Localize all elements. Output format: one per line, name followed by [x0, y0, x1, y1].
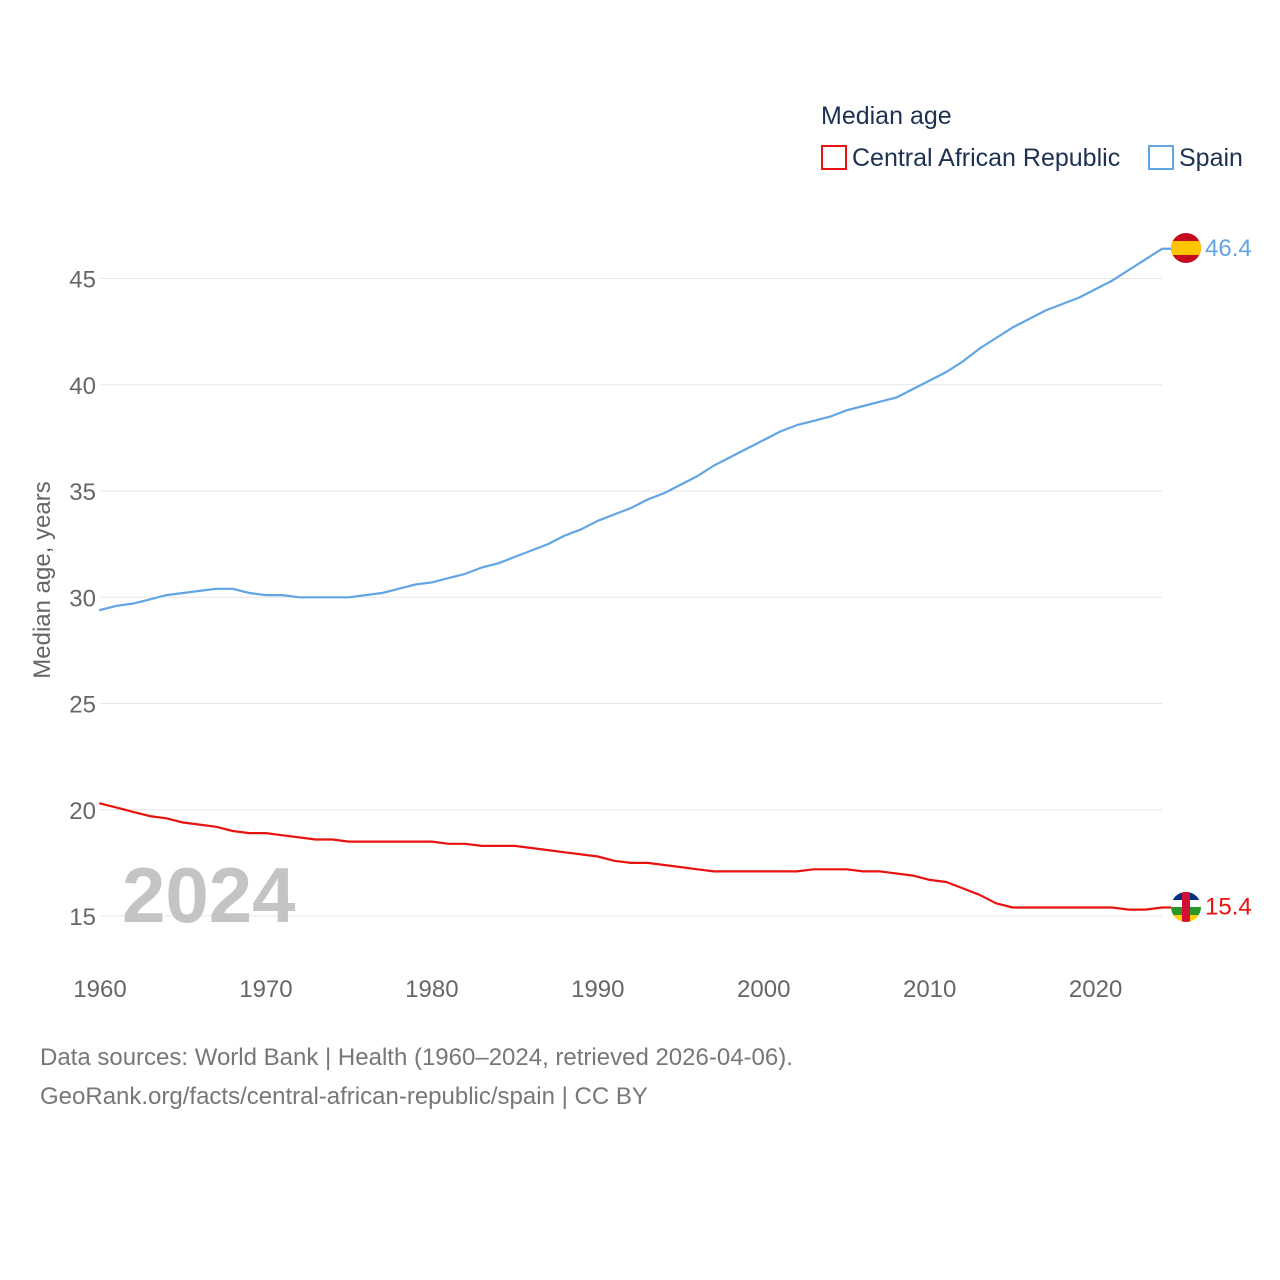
- end-label-spain: 46.4: [1205, 235, 1252, 262]
- x-tick-label: 1980: [405, 976, 458, 1003]
- y-tick-label: 20: [69, 798, 96, 825]
- source-link[interactable]: GeoRank.org/facts/central-african-republ…: [40, 1083, 648, 1110]
- x-tick-label: 2010: [903, 976, 956, 1003]
- x-axis-ticks: 1960 1970 1980 1990 2000 2010 2020: [73, 976, 1122, 1003]
- gridlines: [100, 278, 1162, 917]
- year-watermark: 2024: [122, 851, 296, 939]
- y-axis-title: Median age, years: [29, 481, 56, 678]
- series-line-central-african-republic[interactable]: [98, 802, 1164, 911]
- x-tick-label: 1960: [73, 976, 126, 1003]
- y-tick-label: 25: [69, 692, 96, 719]
- y-tick-label: 30: [69, 585, 96, 612]
- central-african-republic-flag-icon: [1171, 892, 1201, 922]
- y-tick-label: 15: [69, 904, 96, 931]
- legend-swatch-spain[interactable]: [1148, 145, 1174, 170]
- series-line-spain[interactable]: [98, 247, 1164, 612]
- legend-label-central-african-republic[interactable]: Central African Republic: [852, 144, 1120, 172]
- source-line-1: Data sources: World Bank | Health (1960–…: [40, 1044, 793, 1071]
- x-tick-label: 1990: [571, 976, 624, 1003]
- legend-label-spain[interactable]: Spain: [1179, 144, 1243, 172]
- legend: Median age Central African Republic Spai…: [821, 102, 1243, 172]
- spain-flag-icon: [1171, 233, 1201, 263]
- x-tick-label: 2020: [1069, 976, 1122, 1003]
- x-tick-label: 1970: [239, 976, 292, 1003]
- legend-title: Median age: [821, 102, 952, 130]
- y-tick-label: 45: [69, 267, 96, 294]
- y-tick-label: 40: [69, 373, 96, 400]
- y-tick-label: 35: [69, 479, 96, 506]
- x-tick-label: 2000: [737, 976, 790, 1003]
- series-lines: [98, 247, 1171, 911]
- end-label-central-african-republic: 15.4: [1205, 894, 1252, 921]
- end-value-labels: 15.4 46.4: [1205, 235, 1252, 921]
- y-axis-ticks: 15 20 25 30 35 40 45: [69, 267, 96, 932]
- legend-swatch-central-african-republic[interactable]: [821, 145, 847, 170]
